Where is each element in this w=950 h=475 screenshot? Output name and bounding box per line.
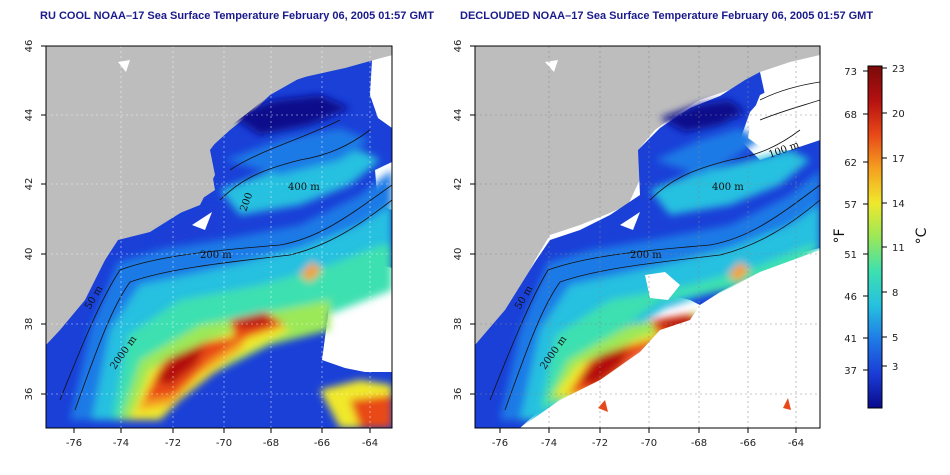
celsius-tick-label: 14 bbox=[892, 199, 905, 210]
sst-patch bbox=[598, 400, 608, 412]
left-panel-title: RU COOL NOAA–17 Sea Surface Temperature … bbox=[40, 10, 434, 22]
lake bbox=[545, 60, 558, 72]
lon-tick-label: -64 bbox=[788, 438, 804, 449]
lat-tick-label: 40 bbox=[453, 248, 464, 261]
contour-label: 400 m bbox=[712, 182, 744, 193]
lat-tick-label: 46 bbox=[24, 40, 35, 53]
lat-tick-label: 36 bbox=[453, 388, 464, 401]
lat-tick-label: 38 bbox=[24, 318, 35, 331]
left-axis-ticks bbox=[41, 45, 371, 433]
fahrenheit-tick-label: 46 bbox=[844, 292, 857, 303]
fahrenheit-tick-label: 37 bbox=[844, 366, 857, 377]
sst-patch bbox=[783, 398, 791, 410]
fahrenheit-tick-label: 68 bbox=[844, 110, 857, 121]
contour-label: 400 m bbox=[288, 182, 320, 193]
right-map bbox=[475, 46, 820, 428]
left-lat-labels: 36 38 40 42 44 46 bbox=[24, 40, 35, 401]
fahrenheit-tick-label: 62 bbox=[844, 158, 857, 169]
celsius-unit-label: °C bbox=[914, 227, 930, 244]
lon-tick-label: -76 bbox=[66, 438, 82, 449]
fahrenheit-tick-labels: 73 68 62 57 51 46 41 37 bbox=[844, 67, 857, 377]
left-map bbox=[46, 46, 392, 428]
graticule bbox=[475, 46, 820, 428]
celsius-tick-label: 17 bbox=[892, 154, 905, 165]
right-axis-ticks bbox=[470, 45, 797, 433]
fahrenheit-tick-label: 41 bbox=[844, 334, 857, 345]
lon-tick-label: -70 bbox=[216, 438, 232, 449]
lat-tick-label: 44 bbox=[24, 109, 35, 122]
lon-tick-label: -70 bbox=[641, 438, 657, 449]
fahrenheit-tick-label: 57 bbox=[844, 200, 857, 211]
cloud-patch bbox=[645, 272, 680, 300]
lat-tick-label: 38 bbox=[453, 318, 464, 331]
fahrenheit-tick-label: 73 bbox=[844, 67, 857, 78]
lon-tick-label: -66 bbox=[314, 438, 330, 449]
lat-tick-label: 40 bbox=[24, 248, 35, 261]
cloud-patch bbox=[520, 250, 820, 428]
contour-label: 200 m bbox=[630, 250, 662, 261]
graticule bbox=[46, 46, 392, 428]
contour-label: 200 m bbox=[200, 250, 232, 261]
lat-tick-label: 44 bbox=[453, 109, 464, 122]
colorbar bbox=[867, 65, 883, 409]
cloud-patch bbox=[370, 55, 392, 128]
right-panel-title: DECLOUDED NOAA–17 Sea Surface Temperatur… bbox=[460, 10, 874, 22]
lon-tick-label: -64 bbox=[362, 438, 378, 449]
lon-tick-label: -68 bbox=[263, 438, 279, 449]
lon-tick-label: -74 bbox=[541, 438, 557, 449]
fahrenheit-unit-label: °F bbox=[832, 228, 848, 243]
lon-tick-label: -68 bbox=[691, 438, 707, 449]
lon-tick-label: -74 bbox=[113, 438, 129, 449]
cloud-patch bbox=[748, 78, 820, 150]
celsius-tick-label: 23 bbox=[892, 64, 905, 75]
lon-tick-label: -72 bbox=[165, 438, 181, 449]
land-area bbox=[475, 46, 820, 345]
lake bbox=[192, 212, 212, 230]
lat-tick-label: 42 bbox=[453, 178, 464, 191]
right-lon-labels: -76 -74 -72 -70 -68 -66 -64 bbox=[492, 438, 804, 449]
right-lat-labels: 36 38 40 42 44 46 bbox=[453, 40, 464, 401]
fahrenheit-tick-label: 51 bbox=[844, 250, 857, 261]
celsius-tick-labels: 23 20 17 14 11 8 5 3 bbox=[892, 64, 905, 373]
right-map-frame bbox=[474, 45, 821, 429]
lat-tick-label: 42 bbox=[24, 178, 35, 191]
celsius-tick-label: 5 bbox=[892, 333, 898, 344]
depth-contours bbox=[489, 81, 820, 411]
land-area bbox=[46, 46, 392, 345]
lon-tick-label: -76 bbox=[492, 438, 508, 449]
lat-tick-label: 46 bbox=[453, 40, 464, 53]
sst-field bbox=[70, 95, 392, 428]
lat-tick-label: 36 bbox=[24, 388, 35, 401]
lon-tick-label: -66 bbox=[740, 438, 756, 449]
lon-tick-label: -72 bbox=[592, 438, 608, 449]
colorbar-ticks bbox=[863, 67, 887, 371]
celsius-tick-label: 20 bbox=[892, 109, 905, 120]
celsius-tick-label: 8 bbox=[892, 288, 898, 299]
lake bbox=[620, 212, 640, 230]
left-map-frame bbox=[45, 45, 393, 429]
celsius-tick-label: 11 bbox=[892, 243, 905, 254]
left-lon-labels: -76 -74 -72 -70 -68 -66 -64 bbox=[66, 438, 378, 449]
celsius-tick-label: 3 bbox=[892, 362, 898, 373]
